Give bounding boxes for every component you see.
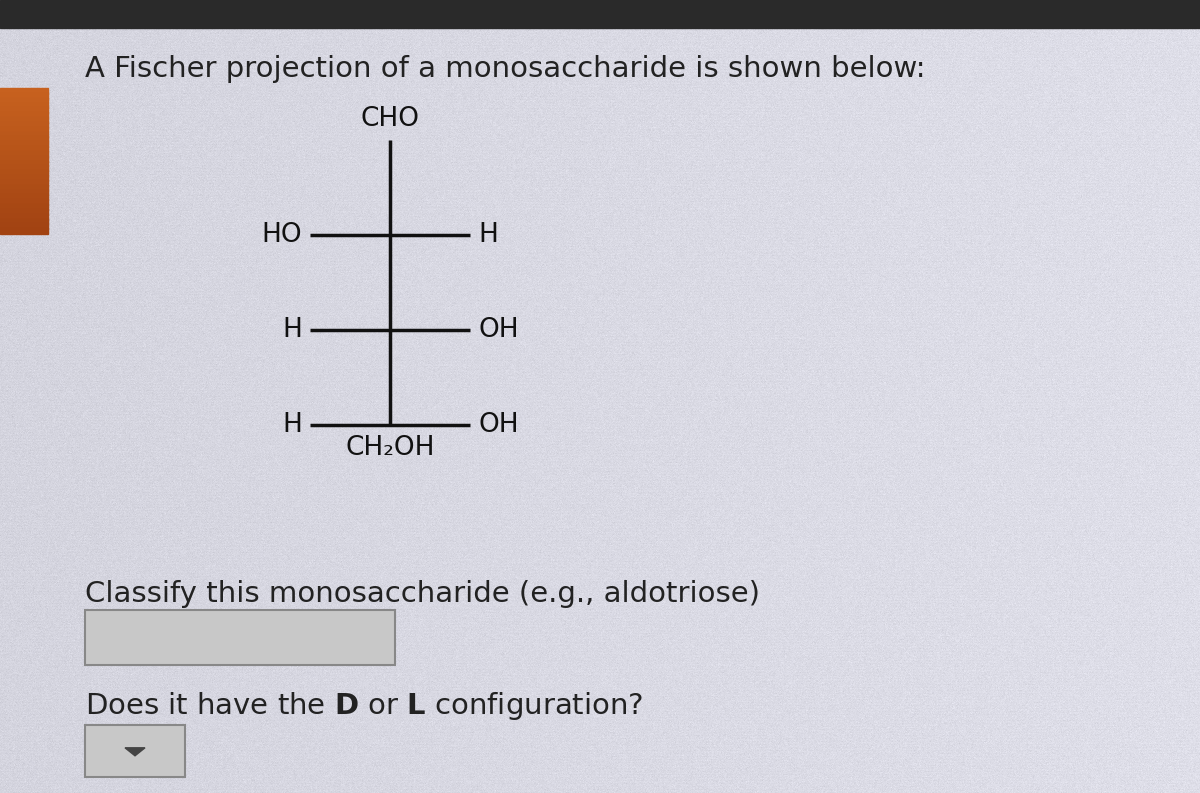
Bar <box>0 122 48 128</box>
Bar <box>85 610 395 665</box>
Bar <box>0 112 48 118</box>
Bar <box>0 98 48 104</box>
Bar <box>0 102 48 109</box>
Bar <box>0 151 48 157</box>
Bar <box>0 146 48 151</box>
Bar <box>0 204 48 210</box>
Bar <box>0 88 48 94</box>
Bar <box>0 136 48 142</box>
Bar <box>0 190 48 195</box>
Text: CHO: CHO <box>360 106 420 132</box>
Text: CH₂OH: CH₂OH <box>346 435 434 461</box>
Bar <box>0 180 48 186</box>
Bar <box>0 107 48 113</box>
Bar <box>0 194 48 200</box>
Bar <box>0 165 48 171</box>
Bar <box>0 141 48 147</box>
Text: OH: OH <box>478 317 518 343</box>
Bar <box>0 175 48 181</box>
Text: Classify this monosaccharide (e.g., aldotriose): Classify this monosaccharide (e.g., aldo… <box>85 580 760 608</box>
Bar <box>0 160 48 167</box>
Bar <box>0 132 48 137</box>
Bar <box>0 185 48 190</box>
Bar <box>0 155 48 162</box>
Bar <box>0 0 1200 28</box>
Polygon shape <box>125 748 145 756</box>
Bar <box>0 199 48 205</box>
Bar <box>85 725 185 777</box>
Bar <box>0 117 48 123</box>
Bar <box>0 127 48 132</box>
Text: H: H <box>478 222 498 248</box>
Text: H: H <box>282 412 302 438</box>
Text: HO: HO <box>262 222 302 248</box>
Bar <box>0 228 48 234</box>
Bar <box>0 170 48 176</box>
Bar <box>0 219 48 224</box>
Bar <box>0 224 48 229</box>
Text: A Fischer projection of a monosaccharide is shown below:: A Fischer projection of a monosaccharide… <box>85 55 925 83</box>
Bar <box>0 209 48 215</box>
Text: H: H <box>282 317 302 343</box>
Bar <box>0 213 48 220</box>
Bar <box>0 93 48 98</box>
Text: Does it have the $\mathbf{D}$ or $\mathbf{L}$ configuration?: Does it have the $\mathbf{D}$ or $\mathb… <box>85 690 643 722</box>
Text: OH: OH <box>478 412 518 438</box>
